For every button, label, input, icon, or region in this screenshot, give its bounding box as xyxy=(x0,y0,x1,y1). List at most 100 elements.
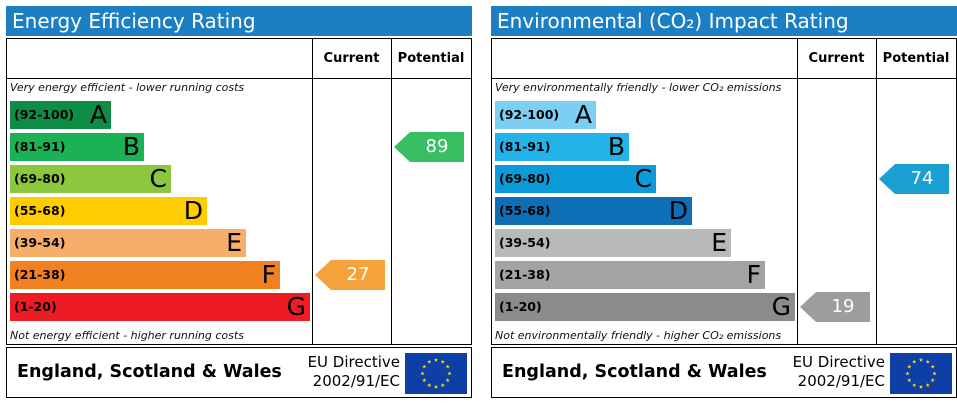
bottom-note: Not energy efficient - higher running co… xyxy=(10,329,244,342)
band-letter: G xyxy=(771,292,791,321)
potential-column-header: Potential xyxy=(397,51,465,66)
potential-rating-arrow: 74 xyxy=(879,164,949,194)
eu-star xyxy=(925,382,930,387)
band-range-label: (39-54) xyxy=(14,235,66,250)
top-note: Very environmentally friendly - lower CO… xyxy=(495,81,782,94)
rating-band-g: (1-20) G xyxy=(495,292,795,321)
current-arrow-shape xyxy=(800,292,870,322)
eu-star xyxy=(433,384,439,389)
potential-rating-value: 89 xyxy=(425,136,449,157)
eu-star xyxy=(445,364,450,369)
energy-efficiency-title: Energy Efficiency Rating xyxy=(6,6,472,36)
eu-star xyxy=(427,382,432,387)
current-column-header: Current xyxy=(323,51,380,66)
rating-band-f: (21-38) F xyxy=(10,260,280,289)
eu-star xyxy=(440,359,445,364)
eu-star xyxy=(912,382,917,387)
potential-column-header: Potential xyxy=(882,51,950,66)
eu-star xyxy=(427,359,432,364)
band-range-label: (69-80) xyxy=(14,171,66,186)
potential-arrow-shape xyxy=(879,164,949,194)
column-divider xyxy=(876,39,877,344)
rating-band-d: (55-68) D xyxy=(10,196,207,225)
band-letter: A xyxy=(89,100,107,129)
eu-star xyxy=(930,378,935,383)
band-range-label: (55-68) xyxy=(14,203,66,218)
eu-star xyxy=(422,378,427,383)
eu-star xyxy=(907,378,912,383)
eu-star xyxy=(440,382,445,387)
energy-efficiency-panel: Energy Efficiency Rating Current Potenti… xyxy=(6,6,472,398)
eu-star xyxy=(932,371,937,376)
rating-band-c: (69-80) C xyxy=(495,164,656,193)
band-letter: D xyxy=(183,196,203,225)
band-range-label: (39-54) xyxy=(499,235,551,250)
rating-band-e: (39-54) E xyxy=(495,228,731,257)
header-divider xyxy=(7,78,471,79)
current-arrow-shape xyxy=(315,260,385,290)
rating-band-c: (69-80) C xyxy=(10,164,171,193)
potential-rating-arrow: 89 xyxy=(394,132,464,162)
eu-star xyxy=(930,364,935,369)
eu-star xyxy=(447,371,452,376)
eu-star xyxy=(925,359,930,364)
band-range-label: (92-100) xyxy=(499,107,560,122)
footer-region: England, Scotland & Wales xyxy=(502,362,767,382)
current-rating-arrow: 19 xyxy=(800,292,870,322)
potential-arrow-shape xyxy=(394,132,464,162)
eu-directive: EU Directive 2002/91/EC xyxy=(793,353,885,391)
band-letter: E xyxy=(226,228,242,257)
environmental-impact-panel: Environmental (CO₂) Impact Rating Curren… xyxy=(491,6,957,398)
band-range-label: (21-38) xyxy=(499,267,551,282)
eu-directive-line1: EU Directive xyxy=(792,353,885,371)
header-divider xyxy=(492,78,956,79)
footer: England, Scotland & Wales EU Directive 2… xyxy=(6,347,472,398)
rating-band-a: (92-100) A xyxy=(10,100,111,129)
column-divider xyxy=(391,39,392,344)
eu-star xyxy=(907,364,912,369)
eu-flag-icon xyxy=(890,353,952,394)
band-letter: E xyxy=(711,228,727,257)
eu-directive: EU Directive 2002/91/EC xyxy=(308,353,400,391)
band-letter: B xyxy=(122,132,140,161)
eu-star xyxy=(918,357,924,362)
eu-star xyxy=(433,357,439,362)
rating-band-b: (81-91) B xyxy=(495,132,629,161)
eu-star xyxy=(912,359,917,364)
eu-flag-icon xyxy=(405,353,467,394)
rating-band-e: (39-54) E xyxy=(10,228,246,257)
footer-region: England, Scotland & Wales xyxy=(17,362,282,382)
band-letter: D xyxy=(668,196,688,225)
energy-efficiency-chart: Current Potential Very energy efficient … xyxy=(6,38,472,345)
current-column-header: Current xyxy=(808,51,865,66)
band-letter: B xyxy=(607,132,625,161)
band-range-label: (81-91) xyxy=(14,139,66,154)
bottom-note: Not environmentally friendly - higher CO… xyxy=(495,329,782,342)
current-rating-value: 19 xyxy=(831,296,855,317)
rating-band-g: (1-20) G xyxy=(10,292,310,321)
eu-star xyxy=(422,364,427,369)
rating-band-d: (55-68) D xyxy=(495,196,692,225)
band-letter: F xyxy=(261,260,276,289)
column-divider xyxy=(312,39,313,344)
eu-directive-line2: 2002/91/EC xyxy=(797,372,885,390)
band-range-label: (92-100) xyxy=(14,107,75,122)
rating-band-b: (81-91) B xyxy=(10,132,144,161)
band-range-label: (21-38) xyxy=(14,267,66,282)
potential-rating-value: 74 xyxy=(910,168,934,189)
current-rating-value: 27 xyxy=(346,264,370,285)
rating-band-a: (92-100) A xyxy=(495,100,596,129)
current-rating-arrow: 27 xyxy=(315,260,385,290)
band-range-label: (69-80) xyxy=(499,171,551,186)
band-range-label: (81-91) xyxy=(499,139,551,154)
eu-star xyxy=(420,371,425,376)
environmental-impact-chart: Current Potential Very environmentally f… xyxy=(491,38,957,345)
eu-star xyxy=(905,371,910,376)
band-range-label: (1-20) xyxy=(499,299,542,314)
band-range-label: (55-68) xyxy=(499,203,551,218)
band-letter: G xyxy=(286,292,306,321)
eu-directive-line1: EU Directive xyxy=(307,353,400,371)
band-range-label: (1-20) xyxy=(14,299,57,314)
eu-star xyxy=(445,378,450,383)
environmental-impact-title: Environmental (CO₂) Impact Rating xyxy=(491,6,957,36)
